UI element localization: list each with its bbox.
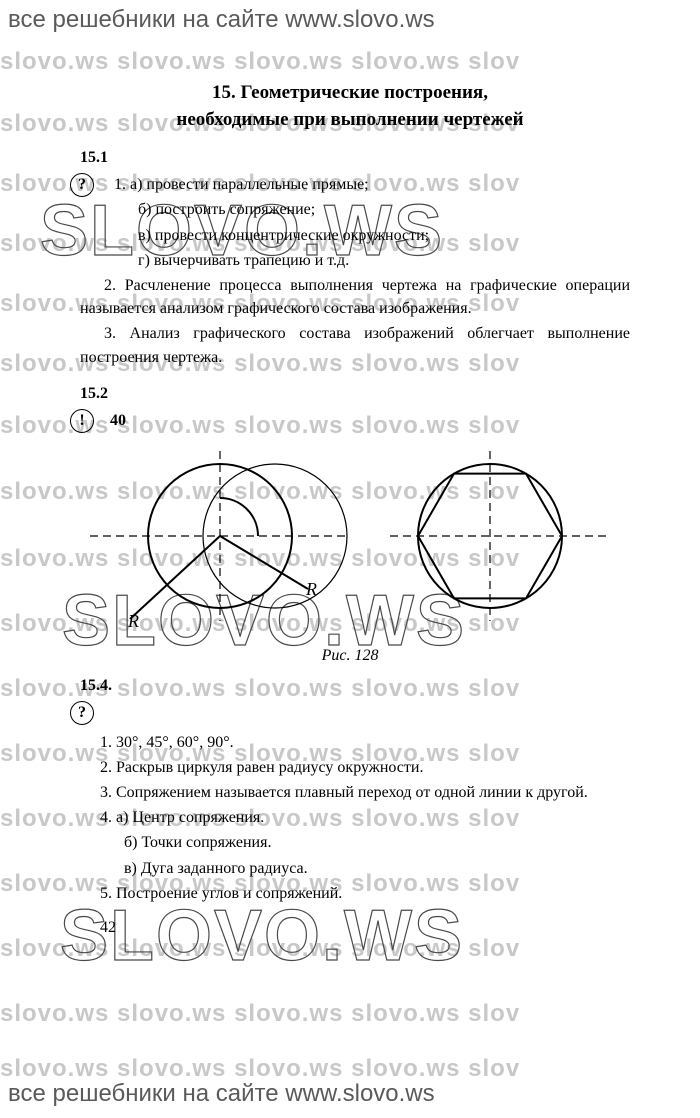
chapter-title: 15. Геометрические построения, необходим…	[60, 80, 640, 133]
section-15-1-number: 15.1	[80, 149, 640, 167]
s151-item-1v: в) провести концентрические окружности;	[138, 224, 630, 247]
page-content: 15. Геометрические построения, необходим…	[0, 0, 700, 977]
section-15-1-p2: 2. Расчленение процесса выполнения черте…	[80, 274, 630, 369]
s151-item-1b: б) построить сопряжение;	[138, 198, 630, 221]
svg-text:R: R	[305, 579, 317, 599]
s151-item-1g: г) вычерчивать трапецию и т.д.	[138, 249, 630, 272]
s151-p3: 3. Анализ графического состава изображен…	[80, 322, 630, 368]
page-number: 42	[100, 919, 640, 937]
s154-item-2: 2. Раскрыв циркуля равен радиусу окружно…	[100, 756, 630, 779]
svg-text:R: R	[127, 611, 139, 631]
s154-item-4v: в) Дуга заданного радиуса.	[124, 857, 630, 880]
exclamation-badge: !	[70, 409, 94, 433]
section-15-4-number: 15.4.	[80, 677, 640, 695]
question-mark-badge: ?	[70, 173, 94, 197]
s151-item-1: 1. а) провести параллельные прямые;	[114, 173, 630, 196]
s154-item-4a: 4. а) Центр сопряжения.	[100, 806, 630, 829]
section-15-2-number: 15.2	[80, 385, 640, 403]
title-line2: необходимые при выполнении чертежей	[176, 109, 523, 130]
s154-item-3: 3. Сопряжением называется плавный перехо…	[100, 781, 630, 804]
s154-item-1: 1. 30°, 45°, 60°, 90°.	[100, 731, 630, 754]
figure-128-diagram: R R	[70, 441, 630, 641]
section-15-1-body: 1. а) провести параллельные прямые; б) п…	[114, 173, 630, 272]
watermark-bottom: все решебники на сайте www.slovo.ws	[0, 1080, 700, 1108]
question-mark-badge-2: ?	[70, 701, 94, 725]
s154-item-5: 5. Построение углов и сопряжений.	[100, 882, 630, 905]
s151-p2: 2. Расчленение процесса выполнения черте…	[80, 274, 630, 320]
s154-item-4b: б) Точки сопряжения.	[124, 831, 630, 854]
s152-value: 40	[110, 412, 126, 430]
figure-caption: Рис. 128	[60, 647, 640, 665]
section-15-4-body: 1. 30°, 45°, 60°, 90°. 2. Раскрыв циркул…	[100, 731, 630, 905]
title-line1: 15. Геометрические построения,	[212, 82, 488, 103]
